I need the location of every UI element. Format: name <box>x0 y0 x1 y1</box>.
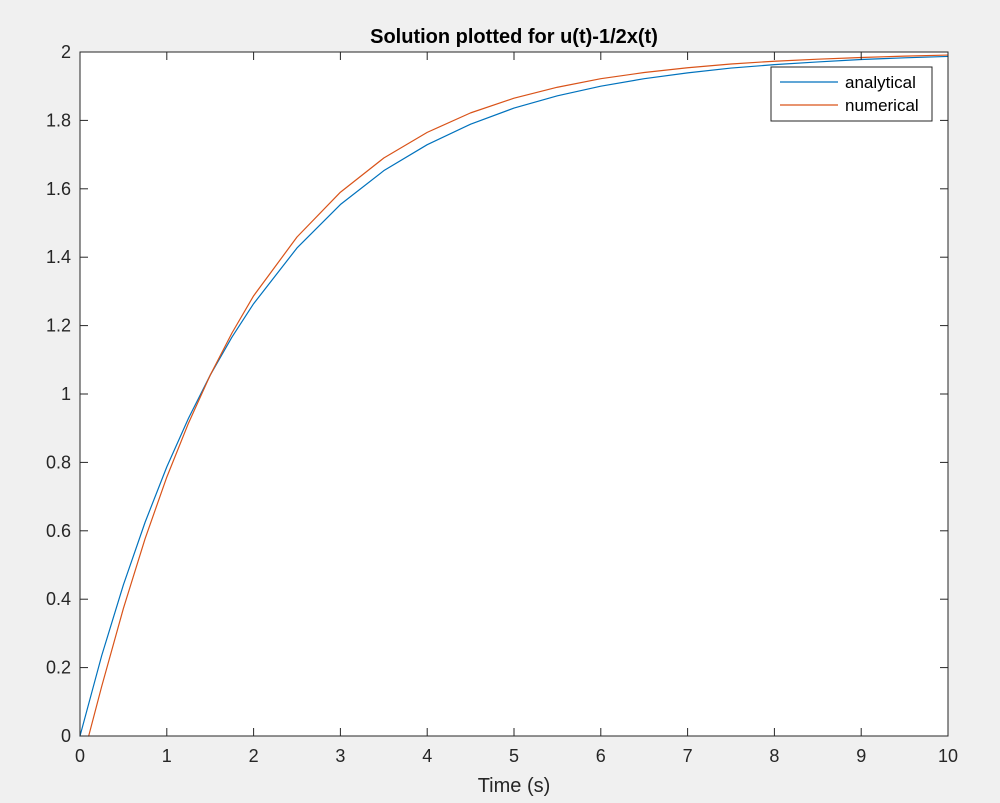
y-tick-label: 1.8 <box>46 110 71 130</box>
x-tick-label: 5 <box>509 746 519 766</box>
y-tick-label: 1 <box>61 384 71 404</box>
x-tick-label: 2 <box>249 746 259 766</box>
x-tick-label: 9 <box>856 746 866 766</box>
legend-label-numerical: numerical <box>845 96 919 115</box>
x-tick-label: 3 <box>335 746 345 766</box>
legend-label-analytical: analytical <box>845 73 916 92</box>
series-layer <box>79 54 949 737</box>
x-tick-label: 1 <box>162 746 172 766</box>
y-tick-label: 1.4 <box>46 247 71 267</box>
chart-title: Solution plotted for u(t)-1/2x(t) <box>370 26 658 48</box>
y-tick-label: 0.6 <box>46 521 71 541</box>
y-tick-label: 0.8 <box>46 452 71 472</box>
x-tick-label: 0 <box>75 746 85 766</box>
y-tick-label: 1.2 <box>46 316 71 336</box>
tick-layer: 0 1 2 3 4 5 6 7 8 9 10 0 0.2 0.4 0.6 0.8 1 1.2 1.4 1.6 1.8 2 <box>46 42 958 766</box>
y-tick-label: 0 <box>61 726 71 746</box>
x-tick-label: 8 <box>769 746 779 766</box>
y-tick-label: 1.6 <box>46 179 71 199</box>
legend-box <box>770 66 933 122</box>
x-tick-label: 6 <box>596 746 606 766</box>
plot-area <box>80 52 948 736</box>
x-tick-label: 7 <box>683 746 693 766</box>
x-tick-label: 10 <box>938 746 958 766</box>
series-line-analytical <box>79 55 949 737</box>
y-tick-label: 0.4 <box>46 589 71 609</box>
y-tick-label: 0.2 <box>46 658 71 678</box>
x-tick-label: 4 <box>422 746 432 766</box>
legend: analytical numerical <box>770 66 933 122</box>
y-tick-label: 2 <box>61 42 71 62</box>
series-line-numerical <box>88 54 949 737</box>
x-axis-label: Time (s) <box>478 775 551 797</box>
